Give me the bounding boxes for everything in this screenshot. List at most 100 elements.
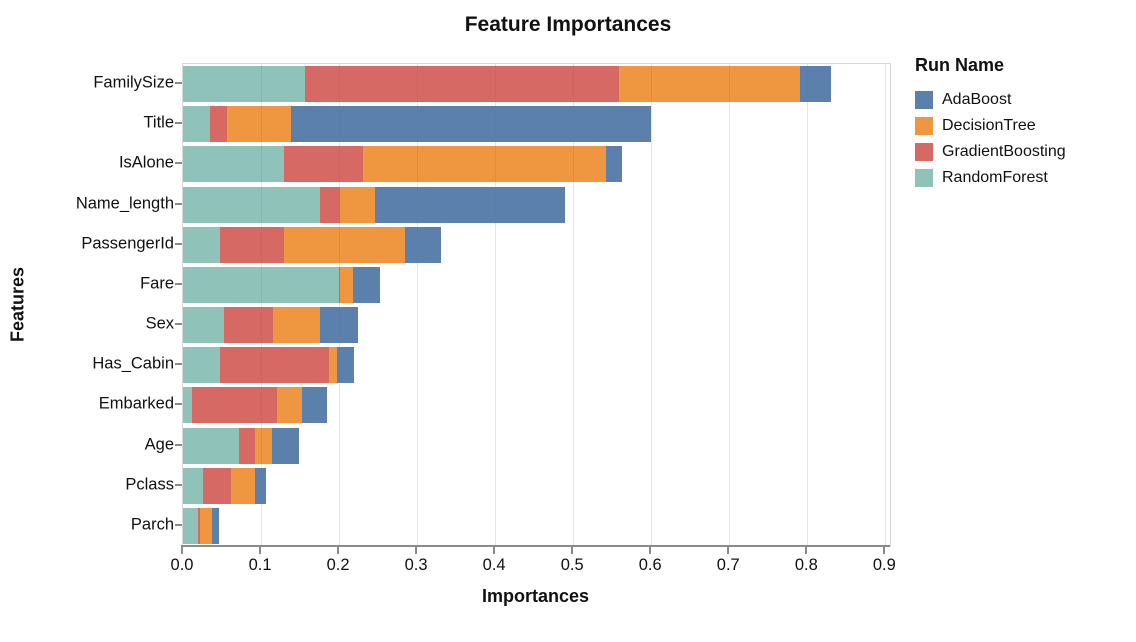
legend-swatch-RandomForest (915, 168, 933, 187)
x-tick-label-0.4: 0.4 (482, 556, 506, 574)
x-tick-0.5 (571, 547, 574, 554)
x-tick-label-0.1: 0.1 (248, 556, 272, 574)
bar-segment-PassengerId-GradientBoosting[interactable] (220, 226, 285, 263)
y-label-Title: Title (143, 113, 174, 132)
bar-segment-Age-RandomForest[interactable] (183, 427, 240, 464)
bar-segment-Has_Cabin-GradientBoosting[interactable] (220, 347, 329, 384)
bar-segment-IsAlone-DecisionTree[interactable] (363, 146, 606, 183)
bar-segment-Embarked-GradientBoosting[interactable] (191, 387, 277, 424)
bar-segment-Embarked-DecisionTree[interactable] (276, 387, 303, 424)
x-tick-label-0.3: 0.3 (404, 556, 428, 574)
bar-segment-Name_length-RandomForest[interactable] (183, 186, 320, 223)
bar-segment-Name_length-GradientBoosting[interactable] (319, 186, 340, 223)
bar-segment-Embarked-RandomForest[interactable] (183, 387, 192, 424)
x-tick-label-0.2: 0.2 (326, 556, 350, 574)
x-tick-label-0.8: 0.8 (794, 556, 818, 574)
x-tick-label-0.9: 0.9 (872, 556, 896, 574)
legend-items: AdaBoost DecisionTree GradientBoosting Rand… (915, 90, 1130, 187)
bar-segment-Embarked-AdaBoost[interactable] (302, 387, 327, 424)
bar-segment-Sex-RandomForest[interactable] (183, 307, 225, 344)
bar-segment-PassengerId-AdaBoost[interactable] (404, 226, 441, 263)
x-tick-label-0.5: 0.5 (560, 556, 584, 574)
legend-item-GradientBoosting[interactable]: GradientBoosting (915, 142, 1130, 161)
y-tick-Parch (175, 523, 182, 526)
bar-segment-Sex-AdaBoost[interactable] (320, 307, 358, 344)
bar-segment-FamilySize-AdaBoost[interactable] (800, 66, 832, 103)
y-tick-Age (175, 443, 182, 446)
legend: Run Name AdaBoost DecisionTree GradientBoo… (915, 55, 1130, 194)
x-axis-title: Importances (481, 586, 590, 606)
y-tick-PassengerId (175, 242, 182, 245)
bar-segment-Parch-GradientBoosting[interactable] (197, 507, 201, 544)
legend-label-RandomForest: RandomForest (942, 168, 1048, 186)
bar-segment-Sex-GradientBoosting[interactable] (224, 307, 273, 344)
legend-label-GradientBoosting: GradientBoosting (942, 142, 1066, 160)
bar-segment-Pclass-DecisionTree[interactable] (231, 467, 255, 504)
y-label-Has_Cabin: Has_Cabin (92, 354, 174, 373)
legend-item-AdaBoost[interactable]: AdaBoost (915, 90, 1130, 109)
x-tick-label-0.7: 0.7 (716, 556, 740, 574)
y-tick-IsAlone (175, 162, 182, 165)
x-tick-0.2 (337, 547, 340, 554)
legend-item-RandomForest[interactable]: RandomForest (915, 168, 1130, 187)
bar-segment-Fare-DecisionTree[interactable] (339, 266, 354, 303)
bar-segment-Parch-DecisionTree[interactable] (200, 507, 212, 544)
y-label-Fare: Fare (140, 274, 174, 293)
legend-label-DecisionTree: DecisionTree (942, 116, 1036, 134)
bar-segment-Parch-RandomForest[interactable] (183, 507, 198, 544)
bar-segment-Sex-DecisionTree[interactable] (272, 307, 321, 344)
bar-segment-Age-GradientBoosting[interactable] (239, 427, 255, 464)
y-label-PassengerId: PassengerId (81, 234, 174, 253)
bar-segment-PassengerId-DecisionTree[interactable] (284, 226, 405, 263)
x-tick-0.4 (493, 547, 496, 554)
bar-segment-Title-DecisionTree[interactable] (226, 106, 291, 143)
y-tick-Has_Cabin (175, 363, 182, 366)
legend-item-DecisionTree[interactable]: DecisionTree (915, 116, 1130, 135)
bar-segment-Age-AdaBoost[interactable] (271, 427, 300, 464)
x-tick-label-0.6: 0.6 (638, 556, 662, 574)
bar-segment-IsAlone-GradientBoosting[interactable] (283, 146, 364, 183)
bar-segment-Has_Cabin-RandomForest[interactable] (183, 347, 221, 384)
x-tick-0.3 (415, 547, 418, 554)
x-tick-label-0.0: 0.0 (170, 556, 194, 574)
y-tick-Title (175, 122, 182, 125)
bar-segment-Title-GradientBoosting[interactable] (210, 106, 227, 143)
legend-swatch-GradientBoosting (915, 142, 933, 161)
bar-segment-FamilySize-RandomForest[interactable] (183, 66, 305, 103)
bar-segment-Title-AdaBoost[interactable] (290, 106, 652, 143)
y-tick-FamilySize (175, 82, 182, 85)
y-label-Age: Age (144, 435, 174, 454)
y-label-Sex: Sex (145, 314, 174, 333)
legend-title: Run Name (915, 55, 1005, 75)
y-tick-Sex (175, 323, 182, 326)
x-tick-0.0 (181, 547, 183, 554)
bar-segment-IsAlone-AdaBoost[interactable] (605, 146, 622, 183)
y-label-Parch: Parch (130, 515, 174, 534)
bar-segment-Pclass-RandomForest[interactable] (183, 467, 204, 504)
gridline-x-0.9 (884, 64, 886, 546)
y-label-Name_length: Name_length (75, 194, 174, 213)
x-tick-0.8 (805, 547, 808, 554)
bar-segment-Fare-AdaBoost[interactable] (353, 266, 381, 303)
x-tick-0.9 (883, 547, 886, 554)
bar-segment-Age-DecisionTree[interactable] (254, 427, 272, 464)
bar-segment-PassengerId-RandomForest[interactable] (183, 226, 221, 263)
bar-segment-Fare-GradientBoosting[interactable] (339, 266, 340, 303)
bar-segment-FamilySize-GradientBoosting[interactable] (304, 66, 620, 103)
y-label-Pclass: Pclass (125, 475, 174, 494)
x-axis-line (181, 545, 890, 547)
bar-segment-IsAlone-RandomForest[interactable] (183, 146, 284, 183)
bar-segment-Pclass-AdaBoost[interactable] (254, 467, 267, 504)
bar-segment-Title-RandomForest[interactable] (183, 106, 211, 143)
bar-segment-Has_Cabin-DecisionTree[interactable] (328, 347, 337, 384)
bar-segment-FamilySize-DecisionTree[interactable] (619, 66, 801, 103)
bar-segment-Parch-AdaBoost[interactable] (211, 507, 219, 544)
bar-segment-Name_length-DecisionTree[interactable] (339, 186, 375, 223)
bar-segment-Has_Cabin-AdaBoost[interactable] (336, 347, 354, 384)
bar-segment-Name_length-AdaBoost[interactable] (374, 186, 565, 223)
bar-segment-Pclass-GradientBoosting[interactable] (203, 467, 232, 504)
y-tick-Pclass (175, 483, 182, 486)
bar-segment-Fare-RandomForest[interactable] (183, 266, 340, 303)
chart-title: Feature Importances (464, 13, 672, 36)
